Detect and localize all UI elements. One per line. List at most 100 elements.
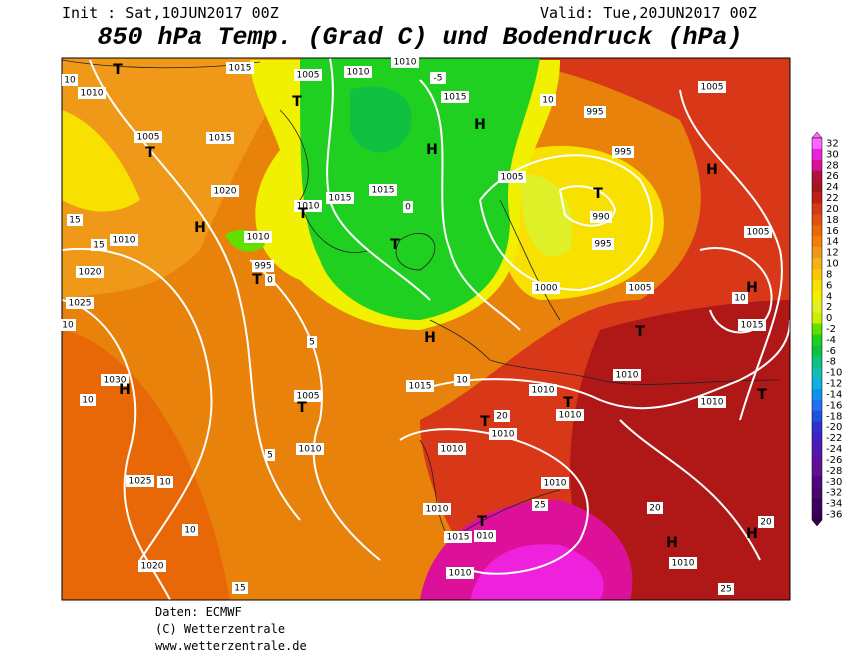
label-box	[446, 567, 474, 579]
label-box	[592, 238, 614, 250]
legend-swatch	[812, 203, 822, 215]
legend-label: 2	[826, 302, 832, 313]
legend-label: 14	[826, 237, 839, 248]
legend-label: 26	[826, 171, 839, 182]
legend-label: -18	[826, 411, 842, 422]
isoline-label: 1015	[229, 64, 252, 74]
legend-label: 28	[826, 160, 839, 171]
legend-swatch	[812, 138, 822, 150]
isoline-label: 995	[586, 108, 603, 118]
label-box	[326, 192, 354, 204]
isoline-label: 5	[309, 338, 315, 348]
legend-label: -6	[826, 346, 836, 357]
isoline-label: 990	[592, 213, 609, 223]
pressure-center: T	[390, 237, 400, 253]
isoline-label: 1015	[209, 134, 232, 144]
legend-label: 10	[826, 259, 839, 270]
isoline-label: 1010	[426, 505, 449, 515]
valid-time: Valid: Tue,20JUN2017 00Z	[540, 4, 757, 22]
label-box	[454, 374, 470, 386]
legend-swatch	[812, 410, 822, 423]
legend-arrow-top	[811, 131, 823, 139]
legend-swatch	[812, 356, 822, 368]
isoline-label: 1015	[444, 93, 467, 103]
isoline-label: 1005	[501, 173, 524, 183]
legend-label: 24	[826, 182, 839, 193]
isoline-label: 1010	[559, 411, 582, 421]
isoline-label: 1015	[447, 533, 470, 543]
label-box	[62, 74, 78, 86]
label-box	[67, 214, 83, 226]
label-box	[626, 282, 654, 294]
legend-swatch	[812, 181, 822, 193]
legend-label: -10	[826, 368, 842, 379]
footer-url: www.wetterzentrale.de	[155, 639, 307, 653]
legend-swatch	[812, 334, 822, 346]
legend-label: 18	[826, 215, 839, 226]
label-box	[441, 91, 469, 103]
label-box	[498, 171, 526, 183]
isoline-label: 1025	[69, 299, 92, 309]
legend-label: -30	[826, 477, 842, 488]
map	[62, 58, 790, 600]
legend-swatch	[812, 465, 822, 477]
label-box	[732, 292, 748, 304]
isoline-label: 10	[82, 396, 94, 406]
legend-swatch	[812, 290, 822, 303]
label-box	[540, 94, 556, 106]
legend-swatch	[812, 279, 822, 292]
isoline-label: 1010	[247, 233, 270, 243]
isoline-label: 995	[594, 240, 611, 250]
pressure-center: T	[297, 400, 307, 416]
label-box	[647, 502, 663, 514]
pressure-center: T	[757, 387, 767, 403]
label-box	[369, 184, 397, 196]
label-box	[584, 106, 606, 118]
legend-label: 20	[826, 204, 839, 215]
legend-label: -4	[826, 335, 836, 346]
legend-swatch	[812, 225, 822, 237]
legend-swatch	[812, 268, 822, 281]
label-box	[430, 72, 446, 84]
label-box	[532, 499, 548, 511]
legend-swatch	[812, 498, 822, 510]
label-box	[101, 374, 129, 386]
label-box	[110, 234, 138, 246]
legend-label: -36	[826, 510, 842, 521]
isoline-label: 25	[534, 501, 545, 511]
label-box	[494, 410, 510, 422]
legend-swatch	[812, 312, 822, 324]
legend-swatch	[812, 236, 822, 248]
legend-swatch	[812, 214, 822, 226]
label-box	[541, 477, 569, 489]
pressure-center: T	[292, 94, 302, 110]
pressure-center: H	[426, 142, 438, 158]
legend-label: 8	[826, 269, 832, 280]
pressure-center: T	[635, 324, 645, 340]
init-time: Init : Sat,10JUN2017 00Z	[62, 4, 279, 22]
isoline-label: 1005	[629, 284, 652, 294]
legend-label: 30	[826, 149, 839, 160]
legend-label: 22	[826, 193, 839, 204]
isoline-label: 1010	[616, 371, 639, 381]
pressure-center: T	[477, 514, 487, 530]
pressure-center: T	[252, 272, 262, 288]
label-box	[206, 132, 234, 144]
isoline-label: 1010	[347, 68, 370, 78]
label-box	[438, 443, 466, 455]
label-box	[590, 211, 612, 223]
legend-swatch	[812, 454, 822, 466]
isoline-label: 15	[234, 584, 245, 594]
legend-label: -32	[826, 488, 842, 499]
legend-swatch	[812, 509, 822, 521]
legend-label: -8	[826, 357, 836, 368]
legend-swatch	[812, 170, 822, 182]
isoline-label: 10	[159, 478, 171, 488]
label-box	[265, 449, 275, 461]
label-box	[744, 226, 772, 238]
isoline-label: 10	[64, 76, 76, 86]
isoline-label: -5	[434, 74, 443, 84]
label-box	[157, 476, 173, 488]
legend-swatch	[812, 378, 822, 390]
